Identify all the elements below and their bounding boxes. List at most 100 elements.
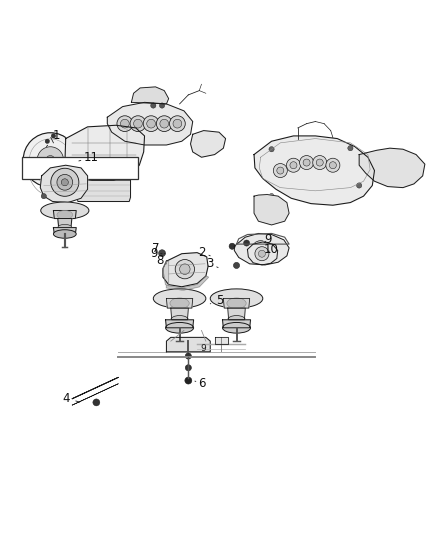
Polygon shape: [254, 195, 289, 225]
Circle shape: [180, 264, 190, 274]
Circle shape: [244, 240, 250, 246]
Circle shape: [45, 139, 49, 143]
Ellipse shape: [223, 322, 251, 333]
Circle shape: [256, 245, 265, 254]
Text: 5: 5: [210, 294, 223, 306]
Text: 9: 9: [150, 247, 162, 260]
Circle shape: [229, 243, 235, 249]
Ellipse shape: [227, 298, 246, 309]
Circle shape: [326, 158, 340, 172]
Circle shape: [277, 167, 284, 174]
Circle shape: [185, 353, 191, 359]
Polygon shape: [215, 337, 228, 344]
Polygon shape: [53, 228, 76, 234]
Polygon shape: [254, 136, 374, 205]
Polygon shape: [40, 165, 88, 203]
Polygon shape: [163, 261, 169, 286]
Polygon shape: [223, 320, 251, 328]
Circle shape: [61, 179, 68, 186]
Text: 2: 2: [198, 246, 210, 259]
Polygon shape: [107, 102, 193, 145]
Circle shape: [252, 241, 269, 258]
Text: 6: 6: [195, 377, 206, 390]
Ellipse shape: [170, 298, 189, 309]
Circle shape: [130, 116, 146, 132]
Polygon shape: [223, 298, 250, 308]
Circle shape: [233, 262, 240, 269]
Text: 7: 7: [152, 243, 165, 255]
Polygon shape: [58, 219, 72, 228]
Circle shape: [175, 260, 194, 279]
Circle shape: [151, 103, 156, 108]
Ellipse shape: [210, 289, 263, 308]
Circle shape: [300, 156, 314, 169]
Circle shape: [290, 161, 297, 169]
Circle shape: [159, 103, 165, 108]
Polygon shape: [131, 87, 169, 104]
Ellipse shape: [153, 289, 206, 308]
Polygon shape: [191, 131, 226, 157]
Polygon shape: [247, 242, 278, 265]
Text: 4: 4: [63, 392, 80, 405]
Circle shape: [134, 119, 142, 128]
Ellipse shape: [41, 202, 89, 219]
Circle shape: [173, 119, 182, 128]
Text: 10: 10: [264, 243, 279, 256]
Polygon shape: [166, 320, 194, 328]
Circle shape: [185, 377, 192, 384]
Circle shape: [147, 119, 155, 128]
Circle shape: [258, 250, 265, 257]
Polygon shape: [53, 211, 76, 219]
Polygon shape: [163, 253, 208, 287]
Circle shape: [93, 399, 100, 406]
Polygon shape: [171, 308, 188, 320]
Circle shape: [41, 193, 46, 199]
Text: 3: 3: [207, 257, 218, 270]
Text: 8: 8: [156, 254, 166, 266]
Polygon shape: [234, 233, 289, 265]
Ellipse shape: [58, 224, 72, 231]
Ellipse shape: [228, 316, 245, 324]
Circle shape: [51, 134, 56, 138]
Circle shape: [348, 146, 353, 151]
Bar: [22, 157, 138, 179]
Circle shape: [46, 156, 55, 164]
Circle shape: [160, 119, 169, 128]
Circle shape: [255, 247, 269, 261]
Ellipse shape: [57, 211, 73, 219]
Ellipse shape: [171, 316, 188, 324]
Circle shape: [329, 161, 336, 169]
Circle shape: [185, 365, 191, 371]
Polygon shape: [166, 337, 210, 352]
Circle shape: [269, 147, 274, 152]
Circle shape: [269, 193, 274, 199]
Circle shape: [37, 147, 64, 173]
Text: 9: 9: [264, 233, 272, 246]
Polygon shape: [77, 180, 131, 201]
Text: 9: 9: [201, 344, 206, 353]
Circle shape: [286, 158, 300, 172]
Circle shape: [120, 119, 129, 128]
Circle shape: [357, 183, 362, 188]
Polygon shape: [359, 148, 425, 188]
Circle shape: [143, 116, 159, 132]
Circle shape: [313, 156, 327, 169]
Text: 1: 1: [46, 130, 60, 147]
Circle shape: [23, 133, 78, 187]
Circle shape: [156, 116, 172, 132]
Text: 11: 11: [79, 151, 99, 164]
Ellipse shape: [53, 230, 76, 238]
Polygon shape: [228, 308, 245, 320]
Circle shape: [51, 168, 79, 196]
Circle shape: [273, 164, 287, 177]
Circle shape: [117, 116, 133, 132]
Ellipse shape: [166, 322, 194, 333]
Polygon shape: [166, 298, 193, 308]
Circle shape: [159, 249, 166, 257]
Polygon shape: [166, 276, 208, 290]
Circle shape: [170, 116, 185, 132]
Circle shape: [303, 159, 310, 166]
Circle shape: [316, 159, 323, 166]
Circle shape: [57, 174, 73, 190]
Polygon shape: [65, 125, 145, 180]
